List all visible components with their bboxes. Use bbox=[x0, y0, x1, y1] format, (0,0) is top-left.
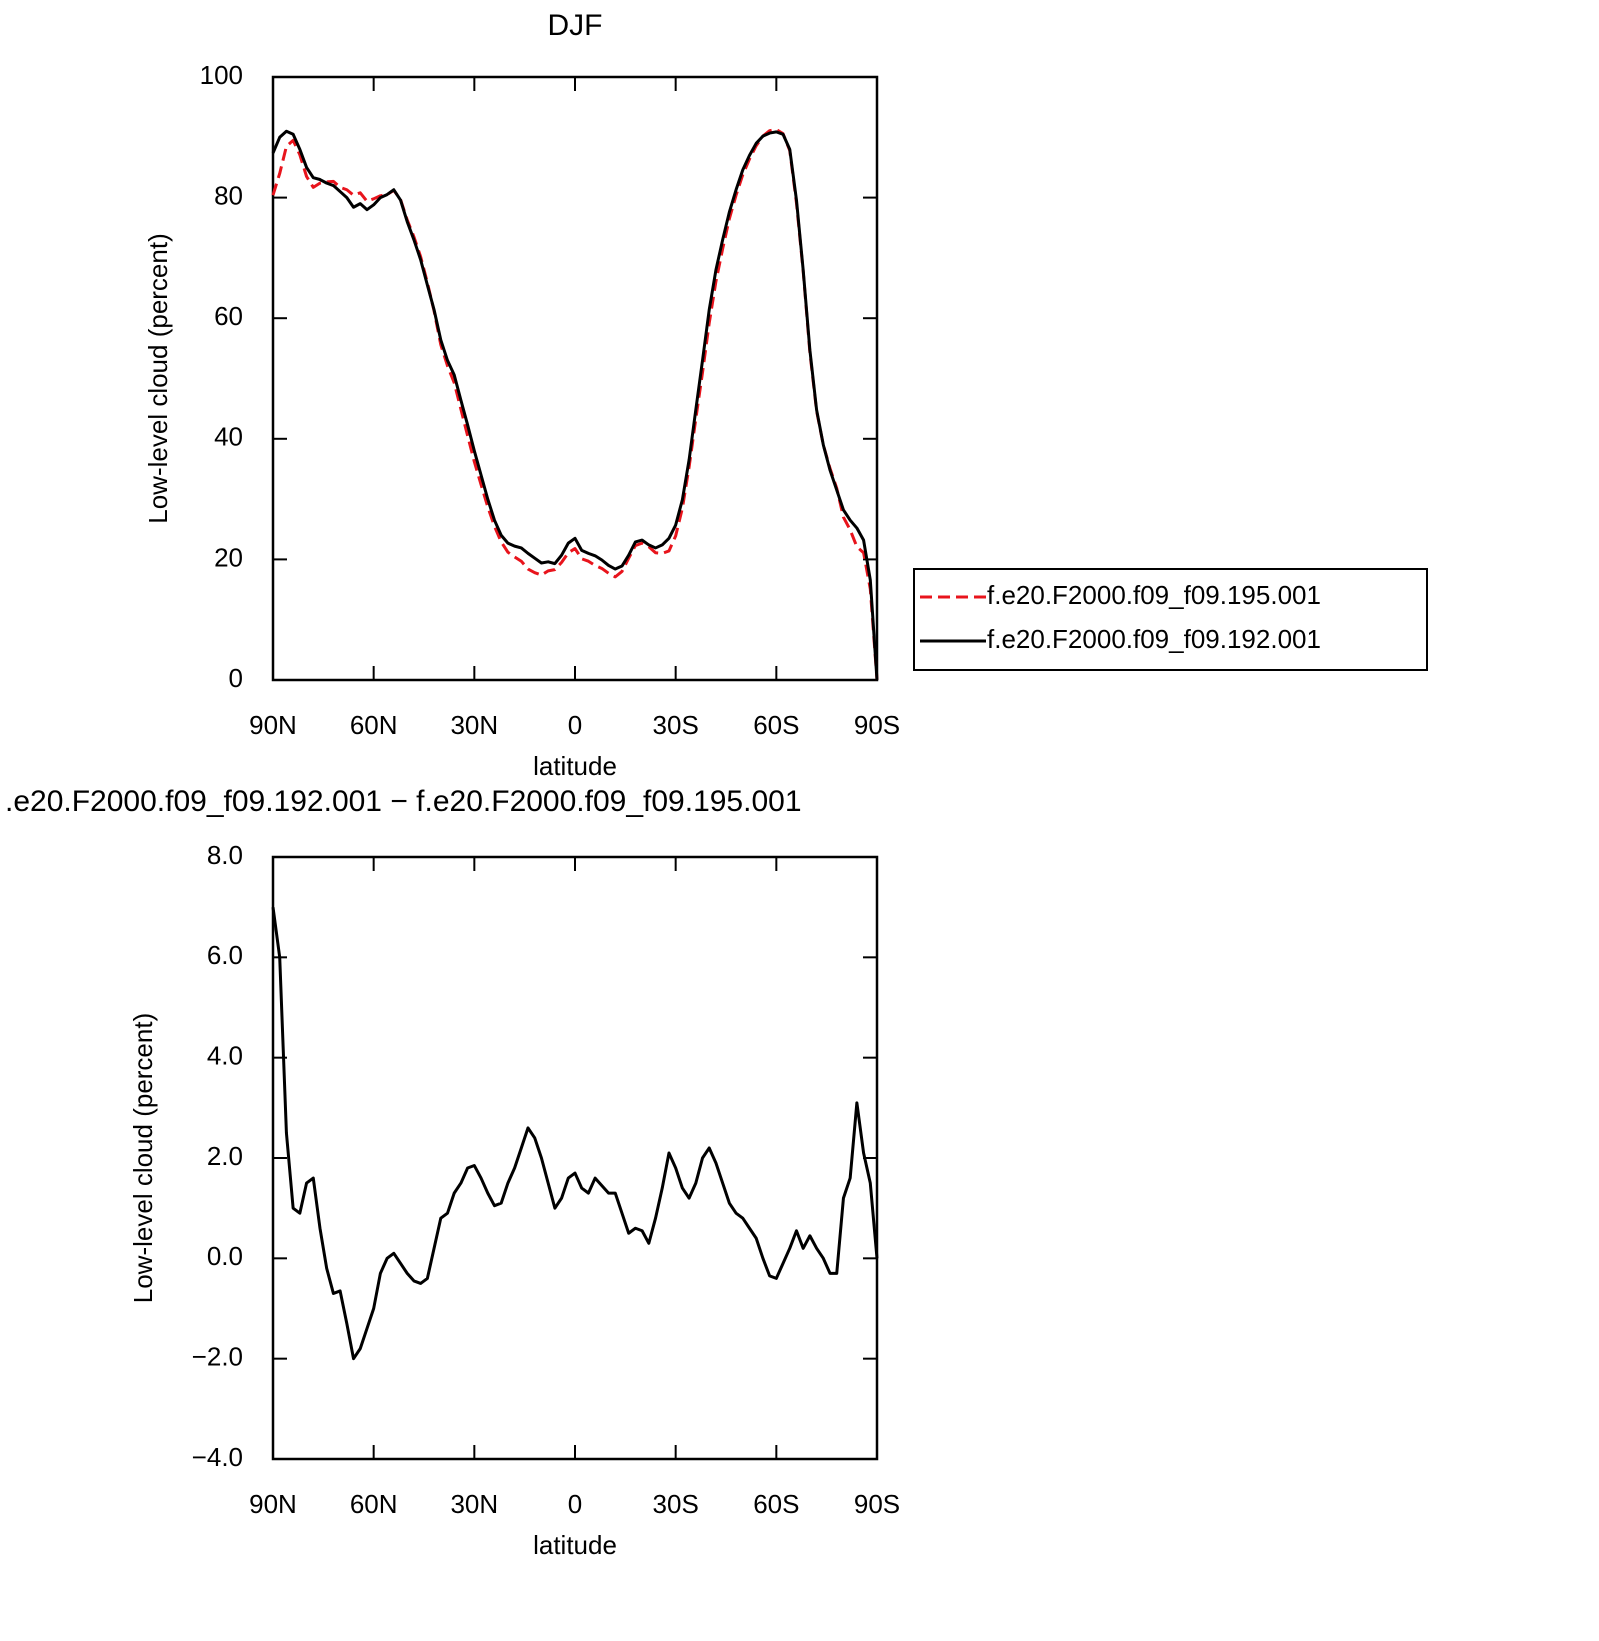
y-tick-label: 0.0 bbox=[207, 1241, 243, 1271]
x-tick-label: 60S bbox=[753, 710, 799, 740]
x-axis-label: latitude bbox=[533, 1530, 617, 1560]
y-tick-label: −2.0 bbox=[192, 1342, 243, 1372]
x-tick-label: 90N bbox=[249, 1489, 297, 1519]
plot-frame bbox=[271, 75, 879, 682]
x-tick-label: 0 bbox=[568, 710, 582, 740]
x-tick-label: 30N bbox=[450, 1489, 498, 1519]
legend-box bbox=[913, 568, 1428, 671]
y-axis-label: Low-level cloud (percent) bbox=[143, 233, 173, 523]
series-line bbox=[271, 906, 879, 1361]
plot-frame bbox=[271, 855, 879, 1461]
x-tick-label: 90S bbox=[854, 710, 900, 740]
x-axis-label: latitude bbox=[533, 751, 617, 781]
y-tick-label: 4.0 bbox=[207, 1041, 243, 1071]
x-tick-label: 60S bbox=[753, 1489, 799, 1519]
legend-label: f.e20.F2000.f09_f09.192.001 bbox=[987, 624, 1321, 654]
y-tick-label: 6.0 bbox=[207, 940, 243, 970]
y-tick-label: 2.0 bbox=[207, 1141, 243, 1171]
x-tick-label: 30S bbox=[653, 710, 699, 740]
x-tick-label: 0 bbox=[568, 1489, 582, 1519]
x-tick-label: 30N bbox=[450, 710, 498, 740]
y-tick-label: 20 bbox=[214, 542, 243, 572]
y-tick-label: 8.0 bbox=[207, 840, 243, 870]
legend-label: f.e20.F2000.f09_f09.195.001 bbox=[987, 580, 1321, 610]
chart-title: .e20.F2000.f09_f09.192.001 − f.e20.F2000… bbox=[5, 785, 802, 818]
y-tick-label: 60 bbox=[214, 301, 243, 331]
series-line bbox=[271, 127, 879, 681]
y-tick-label: 40 bbox=[214, 422, 243, 452]
y-axis-label: Low-level cloud (percent) bbox=[128, 1013, 158, 1303]
x-tick-label: 90S bbox=[854, 1489, 900, 1519]
chart-title: DJF bbox=[548, 9, 603, 42]
x-tick-label: 30S bbox=[653, 1489, 699, 1519]
y-tick-label: 80 bbox=[214, 180, 243, 210]
x-tick-label: 90N bbox=[249, 710, 297, 740]
y-tick-label: 0 bbox=[229, 663, 243, 693]
y-tick-label: 100 bbox=[200, 60, 243, 90]
series-line bbox=[271, 129, 879, 681]
y-tick-label: −4.0 bbox=[192, 1442, 243, 1472]
x-tick-label: 60N bbox=[350, 1489, 398, 1519]
x-tick-label: 60N bbox=[350, 710, 398, 740]
